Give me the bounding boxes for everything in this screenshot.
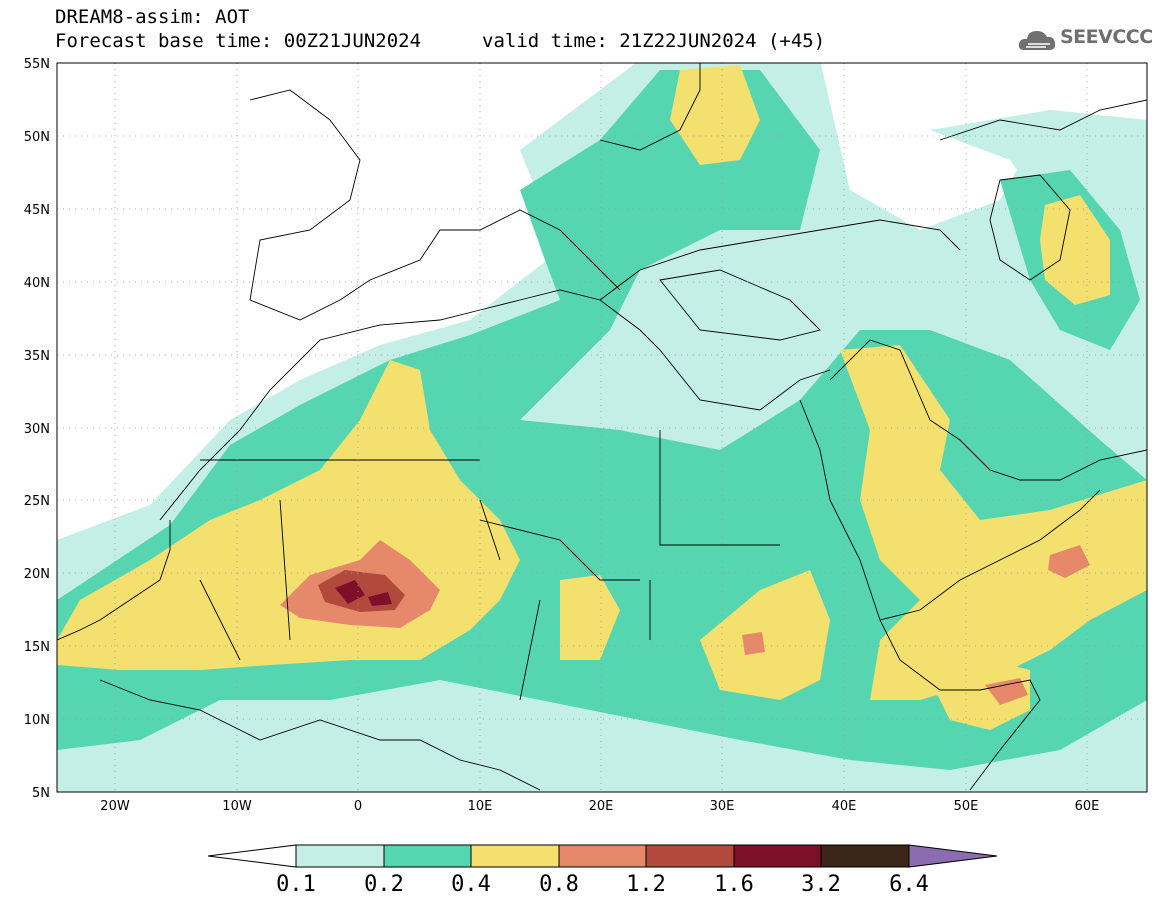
aot-field-0.4-sudan: [700, 570, 830, 700]
colorbar-segment: [733, 844, 822, 868]
valid-time: valid time: 21Z22JUN2024 (+45): [482, 30, 826, 52]
lon-tick: 10W: [222, 799, 252, 814]
lat-tick: 15N: [24, 640, 50, 655]
forecast-base-time: Forecast base time: 00Z21JUN2024: [55, 30, 422, 52]
lat-ticks: 55N 50N 45N 40N 35N 30N 25N 20N 15N 10N …: [24, 57, 50, 801]
map-title: DREAM8-assim: AOT: [55, 6, 250, 28]
colorbar-label: 0.4: [451, 872, 491, 897]
aot-field-0.8-sudan: [742, 632, 765, 655]
aot-field-0.4-chad: [560, 575, 620, 660]
cloud-icon: [1018, 31, 1056, 50]
aot-field-0.4-somalia: [930, 660, 1030, 730]
colorbar-segment: [558, 844, 647, 868]
colorbar-segment: [645, 844, 735, 868]
lon-tick: 30E: [710, 799, 735, 814]
logo-text: SEEVCCC: [1060, 26, 1153, 48]
colorbar-segment: [820, 844, 910, 868]
lat-tick: 50N: [24, 130, 50, 145]
lat-tick: 45N: [24, 203, 50, 218]
lon-tick: 20W: [100, 799, 130, 814]
aot-field-0.8-oman: [1048, 545, 1090, 578]
lon-tick: 50E: [954, 799, 979, 814]
aot-field-0.8-somalia: [985, 678, 1028, 705]
colorbar-label: 1.2: [626, 872, 666, 897]
lat-tick: 25N: [24, 494, 50, 509]
colorbar-low-arrow: [207, 844, 297, 868]
colorbar-segment: [470, 844, 560, 868]
colorbar-label: 0.8: [539, 872, 579, 897]
colorbar-label: 0.1: [276, 872, 316, 897]
lat-tick: 35N: [24, 349, 50, 364]
lon-tick: 10E: [468, 799, 493, 814]
lat-tick: 30N: [24, 422, 50, 437]
lon-tick: 20E: [589, 799, 614, 814]
lon-tick: 60E: [1075, 799, 1100, 814]
lat-tick: 5N: [32, 786, 50, 801]
colorbar-label: 1.6: [714, 872, 754, 897]
colorbar-segment: [295, 844, 385, 868]
lat-tick: 20N: [24, 567, 50, 582]
map-frame: [56, 62, 1148, 793]
lat-tick: 40N: [24, 276, 50, 291]
aot-field-1.6: [335, 580, 392, 606]
aot-field-0.4-ukraine: [670, 65, 760, 165]
colorbar-label: 0.2: [364, 872, 404, 897]
lon-ticks: 20W 10W 0 10E 20E 30E 40E 50E 60E: [100, 799, 1099, 814]
colorbar-high-arrow: [908, 844, 998, 868]
colorbar-label: 3.2: [801, 872, 841, 897]
aot-field-0.4-caspian: [1040, 195, 1110, 305]
lat-tick: 10N: [24, 713, 50, 728]
coastlines: [57, 63, 1147, 791]
colorbar: [207, 844, 998, 868]
lat-tick: 55N: [24, 57, 50, 72]
colorbar-segment: [383, 844, 472, 868]
aot-fields: [57, 63, 1147, 792]
lon-tick: 40E: [832, 799, 857, 814]
colorbar-label: 6.4: [889, 872, 929, 897]
lon-tick: 0: [354, 799, 362, 814]
